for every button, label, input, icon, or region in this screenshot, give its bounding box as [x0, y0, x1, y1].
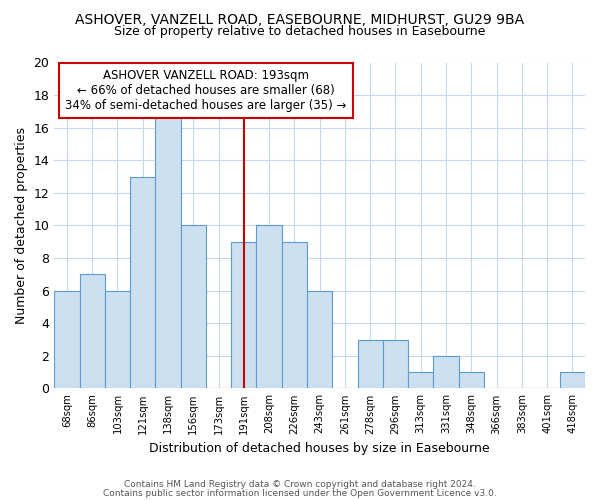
Bar	[282, 242, 307, 388]
Bar	[155, 112, 181, 388]
Bar	[307, 290, 332, 388]
Bar	[54, 290, 80, 388]
Bar	[105, 290, 130, 388]
X-axis label: Distribution of detached houses by size in Easebourne: Distribution of detached houses by size …	[149, 442, 490, 455]
Bar	[256, 226, 282, 388]
Text: Contains public sector information licensed under the Open Government Licence v3: Contains public sector information licen…	[103, 488, 497, 498]
Bar	[433, 356, 458, 388]
Bar	[560, 372, 585, 388]
Bar	[383, 340, 408, 388]
Bar	[130, 176, 155, 388]
Bar	[80, 274, 105, 388]
Bar	[231, 242, 256, 388]
Bar	[181, 226, 206, 388]
Y-axis label: Number of detached properties: Number of detached properties	[15, 127, 28, 324]
Text: Size of property relative to detached houses in Easebourne: Size of property relative to detached ho…	[115, 25, 485, 38]
Bar	[358, 340, 383, 388]
Bar	[458, 372, 484, 388]
Bar	[408, 372, 433, 388]
Text: ASHOVER, VANZELL ROAD, EASEBOURNE, MIDHURST, GU29 9BA: ASHOVER, VANZELL ROAD, EASEBOURNE, MIDHU…	[76, 12, 524, 26]
Text: ASHOVER VANZELL ROAD: 193sqm
← 66% of detached houses are smaller (68)
34% of se: ASHOVER VANZELL ROAD: 193sqm ← 66% of de…	[65, 69, 347, 112]
Text: Contains HM Land Registry data © Crown copyright and database right 2024.: Contains HM Land Registry data © Crown c…	[124, 480, 476, 489]
